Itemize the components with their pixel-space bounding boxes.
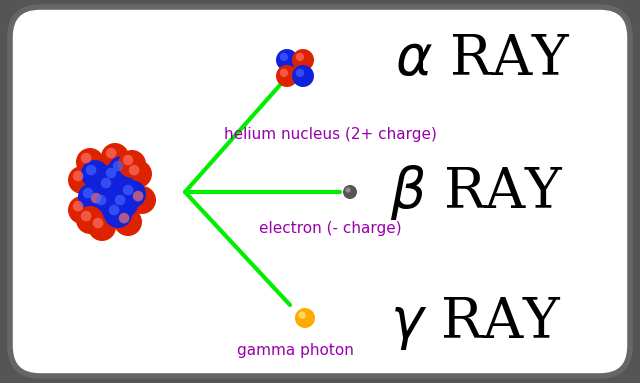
- Circle shape: [119, 213, 129, 223]
- Circle shape: [108, 156, 136, 184]
- Circle shape: [101, 163, 129, 191]
- Circle shape: [81, 211, 92, 221]
- Circle shape: [81, 160, 109, 188]
- Circle shape: [280, 69, 288, 77]
- Text: helium nucleus (2+ charge): helium nucleus (2+ charge): [223, 128, 436, 142]
- Circle shape: [296, 69, 304, 77]
- Circle shape: [296, 53, 304, 61]
- Circle shape: [129, 165, 140, 175]
- Circle shape: [100, 178, 111, 188]
- Circle shape: [76, 148, 104, 176]
- Circle shape: [78, 183, 106, 211]
- Circle shape: [86, 188, 114, 216]
- Circle shape: [298, 311, 306, 319]
- Circle shape: [114, 208, 142, 236]
- Circle shape: [81, 153, 92, 164]
- Circle shape: [88, 213, 116, 241]
- Circle shape: [68, 166, 96, 194]
- Circle shape: [123, 155, 133, 165]
- Circle shape: [106, 148, 116, 159]
- Circle shape: [295, 308, 315, 328]
- Circle shape: [292, 65, 314, 87]
- Text: gamma photon: gamma photon: [237, 342, 353, 357]
- Circle shape: [109, 205, 120, 215]
- Text: $\beta$ RAY: $\beta$ RAY: [390, 162, 564, 221]
- Circle shape: [110, 190, 138, 218]
- Circle shape: [76, 206, 104, 234]
- Circle shape: [73, 171, 83, 182]
- Circle shape: [101, 143, 129, 171]
- Circle shape: [68, 196, 96, 224]
- Circle shape: [292, 49, 314, 71]
- Circle shape: [115, 195, 125, 205]
- Circle shape: [86, 165, 97, 175]
- Circle shape: [113, 161, 124, 172]
- Circle shape: [276, 65, 298, 87]
- Circle shape: [91, 193, 101, 203]
- Circle shape: [280, 53, 288, 61]
- Text: electron (- charge): electron (- charge): [259, 221, 401, 236]
- Circle shape: [73, 201, 83, 211]
- FancyBboxPatch shape: [10, 7, 630, 376]
- Circle shape: [118, 150, 146, 178]
- Circle shape: [132, 191, 143, 201]
- Circle shape: [123, 185, 133, 195]
- Circle shape: [91, 190, 119, 218]
- Text: $\gamma$ RAY: $\gamma$ RAY: [390, 295, 561, 352]
- Circle shape: [96, 195, 106, 205]
- Text: $\alpha$ RAY: $\alpha$ RAY: [395, 33, 570, 87]
- Circle shape: [104, 200, 132, 228]
- Circle shape: [83, 188, 93, 198]
- Circle shape: [276, 49, 298, 71]
- Circle shape: [343, 185, 357, 199]
- Circle shape: [93, 218, 104, 228]
- Circle shape: [106, 168, 116, 178]
- Circle shape: [96, 173, 124, 201]
- Circle shape: [346, 187, 351, 193]
- Circle shape: [118, 180, 146, 208]
- Circle shape: [128, 186, 156, 214]
- Circle shape: [124, 160, 152, 188]
